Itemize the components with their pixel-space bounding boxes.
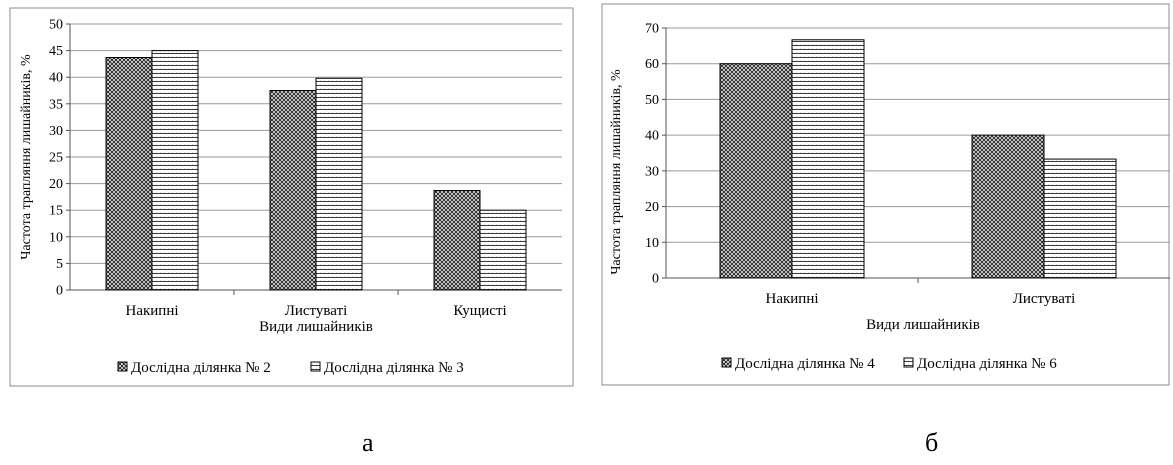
legend-label-1: Дослідна ділянка № 2 xyxy=(131,360,271,376)
bar-1-2 xyxy=(971,134,1045,279)
bar-2-3 xyxy=(479,209,527,291)
bar-1-3 xyxy=(433,190,481,291)
legend-label-2: Дослідна ділянка № 3 xyxy=(324,360,464,376)
legend-swatch-2 xyxy=(903,357,914,368)
legend-swatch-2 xyxy=(310,361,321,372)
x-axis-title: Види лишайників xyxy=(259,319,373,335)
chart-panel-a: 0 5 10 15 20 25 30 35 40 45 50 Накипні Листуваті Кущи… xyxy=(0,0,582,395)
y-tick-label: 20 xyxy=(49,177,63,192)
y-tick-label: 0 xyxy=(56,284,63,299)
x-tick-label: Накипні xyxy=(125,303,178,319)
x-tick-label: Кущисті xyxy=(453,303,506,319)
legend-label-2: Дослідна ділянка № 6 xyxy=(917,356,1057,372)
y-tick-label: 40 xyxy=(49,71,63,86)
x-tick-label: Листуваті xyxy=(1013,291,1076,307)
caption-b: б xyxy=(925,428,939,457)
y-tick-label: 70 xyxy=(645,22,659,37)
chart-a-svg: 0 5 10 15 20 25 30 35 40 45 50 Накипні Листуваті Кущи… xyxy=(9,7,574,387)
y-tick-label: 50 xyxy=(645,93,659,108)
bar-2-2 xyxy=(315,77,363,291)
y-tick-label: 35 xyxy=(49,97,63,112)
legend-label-1: Дослідна ділянка № 4 xyxy=(735,356,875,372)
y-tick-label: 10 xyxy=(645,236,659,251)
y-axis-title: Частота трапляння лишайників, % xyxy=(19,54,34,260)
bar-2-1 xyxy=(151,50,199,291)
y-tick-label: 30 xyxy=(49,124,63,139)
y-tick-label: 25 xyxy=(49,151,63,166)
y-tick-label: 15 xyxy=(49,204,63,219)
y-tick-label: 45 xyxy=(49,44,63,59)
y-tick-label: 0 xyxy=(652,272,659,287)
bar-1-2 xyxy=(269,90,317,291)
x-axis-title: Види лишайників xyxy=(866,317,980,333)
legend-swatch-1 xyxy=(721,357,732,368)
y-tick-label: 50 xyxy=(49,18,63,33)
caption-a: а xyxy=(362,428,374,457)
y-tick-label: 20 xyxy=(645,200,659,215)
y-tick-label: 10 xyxy=(49,230,63,245)
bar-2-1 xyxy=(791,39,865,279)
y-tick-label: 60 xyxy=(645,57,659,72)
bar-1-1 xyxy=(105,57,153,291)
y-tick-label: 30 xyxy=(645,164,659,179)
y-tick-label: 40 xyxy=(645,129,659,144)
y-tick-label: 5 xyxy=(56,257,63,272)
bar-2-2 xyxy=(1043,158,1117,279)
x-tick-label: Накипні xyxy=(765,291,818,307)
chart-b-svg: 0 10 20 30 40 50 60 70 Накипні Листуваті Частота т… xyxy=(601,3,1170,386)
x-tick-label: Листуваті xyxy=(285,303,348,319)
chart-panel-b: 0 10 20 30 40 50 60 70 Накипні Листуваті Частота т… xyxy=(592,0,1173,395)
bar-1-1 xyxy=(719,63,793,279)
y-axis-title: Частота трапляння лишайників, % xyxy=(609,69,624,275)
legend-swatch-1 xyxy=(117,361,128,372)
